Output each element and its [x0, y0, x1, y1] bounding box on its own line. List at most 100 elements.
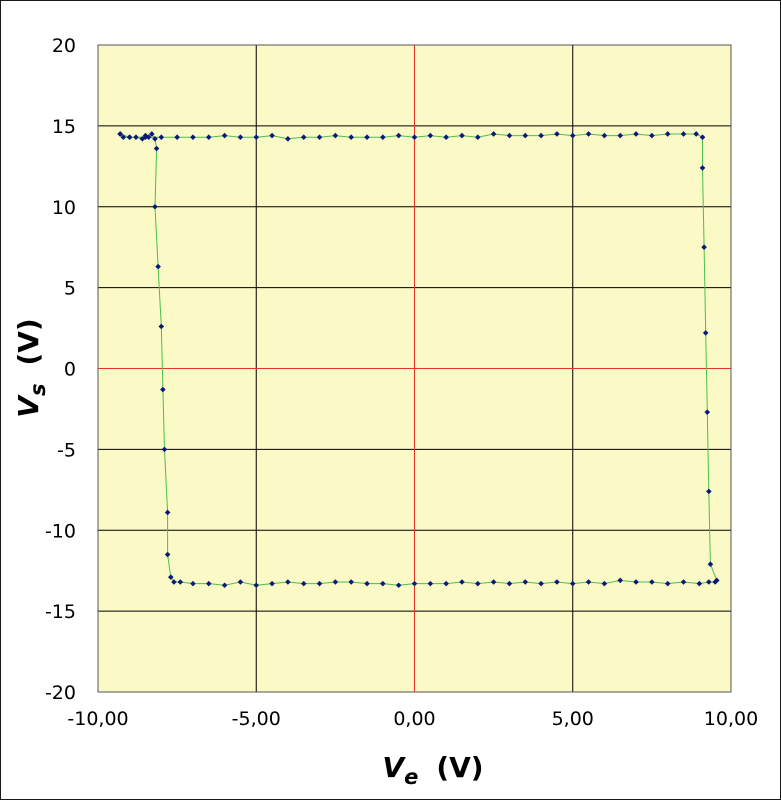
data-point: [706, 488, 712, 495]
data-point: [649, 132, 655, 139]
data-point: [680, 579, 687, 585]
data-point: [702, 330, 709, 336]
data-point: [205, 580, 212, 587]
data-point: [427, 132, 434, 139]
x-tick-label: 5,00: [552, 708, 594, 730]
data-point: [142, 134, 149, 140]
y-axis-tick-labels: -20 -15 -10 -5 0 5 10 15 20: [45, 35, 76, 704]
x-axis-symbol: V: [382, 751, 406, 784]
data-point: [701, 244, 707, 250]
data-point: [506, 580, 513, 587]
data-point: [253, 134, 260, 140]
data-point: [133, 134, 139, 140]
data-point: [699, 165, 706, 171]
data-point: [164, 551, 171, 558]
data-point: [585, 579, 592, 585]
data-point: [617, 577, 624, 584]
data-point: [237, 134, 244, 140]
x-tick-label: -10,00: [67, 708, 128, 730]
data-point: [285, 579, 291, 585]
data-point: [205, 134, 212, 140]
data-point: [380, 580, 386, 587]
data-point: [601, 132, 608, 139]
data-point: [269, 580, 275, 587]
x-axis-title: Ve (V): [382, 751, 483, 789]
data-point: [475, 580, 481, 587]
data-point: [680, 131, 687, 137]
data-point: [158, 323, 165, 330]
data-point: [411, 580, 418, 587]
data-point: [316, 134, 323, 140]
x-tick-label: -5,00: [232, 708, 281, 730]
plot-border: [97, 44, 732, 693]
data-point: [221, 582, 228, 589]
y-axis-unit: (V): [12, 318, 45, 365]
data-point: [490, 131, 497, 137]
data-point: [601, 580, 608, 587]
data-point: [237, 579, 244, 585]
data-point: [221, 132, 228, 139]
data-point: [443, 134, 449, 140]
data-point: [145, 134, 152, 140]
data-point: [427, 580, 434, 587]
x-axis-unit: (V): [436, 751, 483, 784]
data-point: [459, 579, 465, 585]
data-point: [522, 132, 529, 139]
y-axis-title: Vs (V): [12, 318, 50, 417]
data-point: [190, 580, 196, 587]
y-tick-label: -15: [45, 601, 76, 623]
x-tick-label: 0,00: [393, 708, 435, 730]
data-point: [364, 580, 370, 587]
data-point: [160, 386, 166, 393]
data-point: [395, 132, 402, 139]
data-point: [190, 134, 196, 140]
data-point: [300, 580, 307, 587]
data-point: [704, 409, 711, 415]
data-point: [633, 579, 639, 585]
data-point: [126, 134, 133, 140]
data-point: [411, 134, 418, 140]
data-point: [696, 580, 703, 587]
y-tick-label: 20: [52, 35, 76, 57]
data-point: [693, 131, 699, 137]
data-point: [585, 131, 592, 137]
data-point: [633, 131, 639, 137]
y-axis-symbol: V: [12, 394, 45, 418]
data-point: [269, 132, 275, 139]
data-point: [569, 132, 576, 139]
data-point: [152, 136, 158, 142]
data-point: [522, 579, 529, 585]
x-tick-label: 10,00: [704, 708, 758, 730]
y-tick-label: 10: [52, 197, 76, 219]
data-point: [706, 579, 712, 585]
data-point: [664, 580, 671, 587]
data-point: [554, 131, 560, 137]
data-point: [569, 580, 576, 587]
x-axis-tick-labels: -10,00 -5,00 0,00 5,00 10,00: [67, 708, 758, 730]
y-tick-label: -20: [45, 682, 76, 704]
data-point: [475, 134, 481, 140]
data-point: [167, 574, 174, 580]
data-point: [316, 580, 323, 587]
data-point: [285, 136, 291, 142]
data-point: [506, 132, 513, 139]
y-tick-label: 15: [52, 116, 76, 138]
data-point: [120, 134, 127, 140]
data-point: [490, 579, 497, 585]
data-point: [164, 509, 171, 516]
y-axis-subscript: s: [26, 384, 50, 397]
data-point: [538, 132, 544, 139]
data-point: [149, 131, 155, 137]
data-point: [155, 263, 161, 270]
data-point: [713, 577, 720, 584]
y-tick-label: -5: [57, 439, 76, 461]
x-axis-subscript: e: [404, 765, 418, 789]
y-tick-label: 5: [64, 278, 76, 300]
data-point: [538, 580, 544, 587]
data-point: [707, 561, 714, 568]
data-point: [161, 446, 168, 453]
data-point: [380, 134, 386, 140]
data-point: [253, 582, 260, 589]
data-point: [174, 134, 180, 140]
